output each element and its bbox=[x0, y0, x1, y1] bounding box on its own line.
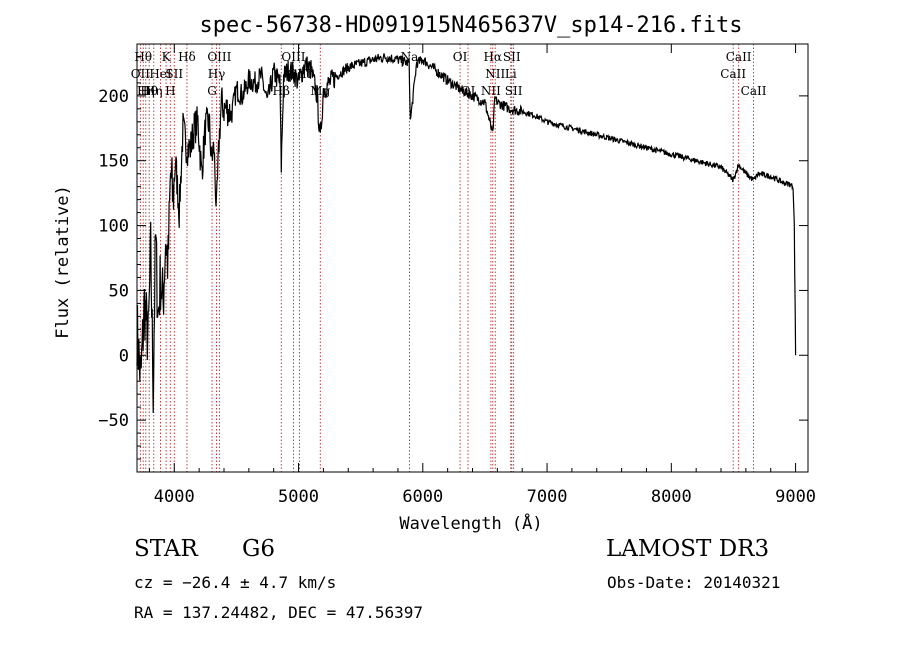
x-tick-label: 6000 bbox=[402, 487, 443, 507]
line-marker-label: CaII bbox=[741, 84, 767, 98]
x-axis: 4000 5000 6000 7000 8000 9000 bbox=[148, 44, 816, 507]
x-tick-label: 4000 bbox=[154, 487, 195, 507]
chart-title: spec-56738-HD091915N465637V_sp14-216.fit… bbox=[199, 13, 742, 38]
line-marker-label: Li bbox=[505, 67, 517, 81]
line-marker-label: Hδ bbox=[178, 50, 196, 64]
x-tick-label: 9000 bbox=[775, 487, 816, 507]
line-marker-label: Hθ bbox=[140, 84, 158, 98]
y-tick-label: 100 bbox=[98, 217, 129, 237]
line-marker-label: NII bbox=[481, 84, 501, 98]
y-tick-label: 150 bbox=[98, 152, 129, 172]
line-marker-label: Hβ bbox=[273, 84, 290, 98]
y-tick-label: 200 bbox=[98, 87, 129, 107]
line-marker-label: Hη bbox=[145, 84, 163, 98]
line-marker-label: NII bbox=[485, 67, 505, 81]
redshift-velocity: cz = −26.4 ± 4.7 km/s bbox=[134, 573, 337, 592]
line-marker-label: OII bbox=[131, 67, 151, 81]
line-marker-label: OIII bbox=[281, 50, 305, 64]
line-marker-label: Hα bbox=[483, 50, 502, 64]
line-marker-label: SII bbox=[505, 84, 523, 98]
object-class: STAR bbox=[134, 536, 198, 562]
object-subclass: G6 bbox=[242, 536, 276, 562]
spectrum-line bbox=[136, 53, 797, 413]
line-marker-label: Hγ bbox=[208, 67, 226, 81]
y-tick-label: 50 bbox=[109, 281, 129, 301]
x-tick-label: 8000 bbox=[651, 487, 692, 507]
plot-frame bbox=[136, 43, 809, 473]
x-axis-label: Wavelength (Å) bbox=[399, 512, 542, 534]
line-marker-label: OI bbox=[453, 50, 468, 64]
sky-coordinates: RA = 137.24482, DEC = 47.56397 bbox=[134, 603, 423, 622]
line-marker-label: Hθ bbox=[134, 50, 152, 64]
y-tick-label: −50 bbox=[98, 411, 129, 431]
line-marker-label: G bbox=[207, 84, 217, 98]
line-marker-label: HeI bbox=[149, 67, 172, 81]
line-marker-label: OIII bbox=[207, 50, 231, 64]
y-axis-label: Flux (relative) bbox=[53, 185, 73, 339]
line-marker-label: CaII bbox=[726, 50, 752, 64]
y-axis: −50 0 50 100 150 200 bbox=[98, 56, 808, 460]
y-tick-label: 0 bbox=[119, 346, 129, 366]
x-tick-label: 7000 bbox=[527, 487, 568, 507]
line-marker-label: SII bbox=[165, 67, 183, 81]
line-marker-label: K bbox=[162, 50, 172, 64]
line-marker-label: CaII bbox=[720, 67, 746, 81]
spectral-line-markers bbox=[139, 44, 755, 472]
x-tick-label: 5000 bbox=[278, 487, 319, 507]
survey-name: LAMOST DR3 bbox=[606, 536, 770, 562]
line-marker-label: Hη bbox=[137, 84, 155, 98]
line-marker-label: SII bbox=[503, 50, 521, 64]
line-marker-label: H bbox=[165, 84, 175, 98]
observation-date: Obs-Date: 20140321 bbox=[607, 573, 781, 592]
spectral-line-labels: OIIHθHηHθHηHeIKHSIIHδGHγOIIIHβOIIIOIIIMg… bbox=[131, 50, 767, 98]
